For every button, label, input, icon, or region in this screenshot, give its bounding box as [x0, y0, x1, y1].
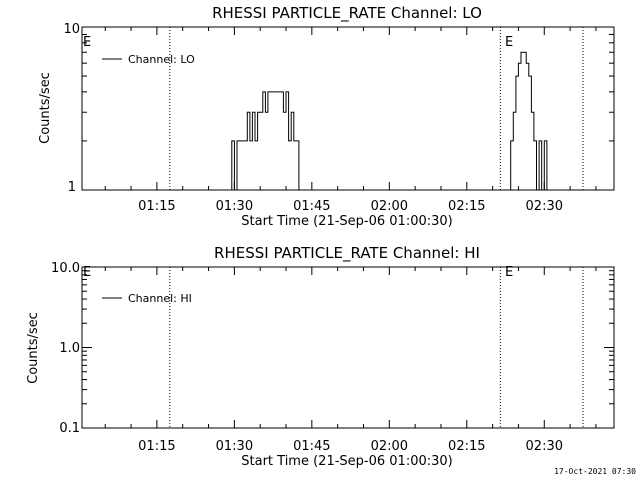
lo-series-line: [229, 51, 548, 191]
lo-x-ticks: 01:15 01:30 01:45 02:00 02:15 02:30: [104, 27, 597, 214]
lo-event-marker-label: E: [505, 35, 513, 50]
hi-channel-panel: RHESSI PARTICLE_RATE Channel: HI Counts/…: [26, 244, 615, 469]
hi-legend-label: Channel: HI: [128, 292, 192, 305]
lo-x-tick-label: 01:45: [293, 199, 330, 214]
lo-series: [229, 51, 548, 191]
lo-vertical-markers: [169, 27, 584, 190]
lo-plot-frame: [81, 26, 615, 191]
lo-y-ticks: [82, 26, 614, 191]
lo-corner-marker: E: [83, 35, 91, 50]
lo-x-tick-label: 01:15: [138, 199, 175, 214]
lo-y-tick-label-bottom: 1: [68, 180, 76, 195]
lo-y-tick-label-top: 10: [63, 22, 80, 37]
hi-y-tick-label-bottom: 0.1: [59, 421, 80, 436]
lo-x-tick-label: 01:30: [216, 199, 253, 214]
hi-y-tick-label-top: 10.0: [51, 261, 80, 276]
lo-x-tick-label: 02:15: [448, 199, 485, 214]
hi-x-tick-label: 01:45: [293, 439, 330, 454]
lo-y-axis-label: Counts/sec: [38, 72, 53, 144]
hi-y-tick-label-mid: 1.0: [59, 341, 80, 356]
lo-legend-label: Channel: LO: [128, 53, 195, 66]
hi-corner-marker: E: [83, 265, 91, 280]
hi-y-axis-label: Counts/sec: [26, 312, 41, 384]
hi-vertical-markers: [169, 267, 584, 428]
hi-event-marker-label: E: [505, 265, 513, 280]
hi-x-ticks: 01:15 01:30 01:45 02:00 02:15 02:30: [104, 267, 597, 454]
hi-x-tick-label: 01:30: [216, 439, 253, 454]
lo-chart-title: RHESSI PARTICLE_RATE Channel: LO: [212, 4, 482, 23]
hi-x-tick-label: 02:15: [448, 439, 485, 454]
footer-timestamp: 17-Oct-2021 07:30: [554, 467, 636, 476]
hi-y-ticks: [82, 266, 614, 429]
hi-x-axis-label: Start Time (21-Sep-06 01:00:30): [241, 454, 452, 469]
lo-x-tick-label: 02:00: [371, 199, 408, 214]
hi-chart-title: RHESSI PARTICLE_RATE Channel: HI: [214, 244, 480, 263]
lo-channel-panel: RHESSI PARTICLE_RATE Channel: LO Counts/…: [38, 4, 615, 229]
hi-x-tick-label: 02:30: [526, 439, 563, 454]
hi-x-tick-label: 01:15: [138, 439, 175, 454]
hi-x-tick-label: 02:00: [371, 439, 408, 454]
lo-x-tick-label: 02:30: [526, 199, 563, 214]
lo-x-axis-label: Start Time (21-Sep-06 01:00:30): [241, 214, 452, 229]
